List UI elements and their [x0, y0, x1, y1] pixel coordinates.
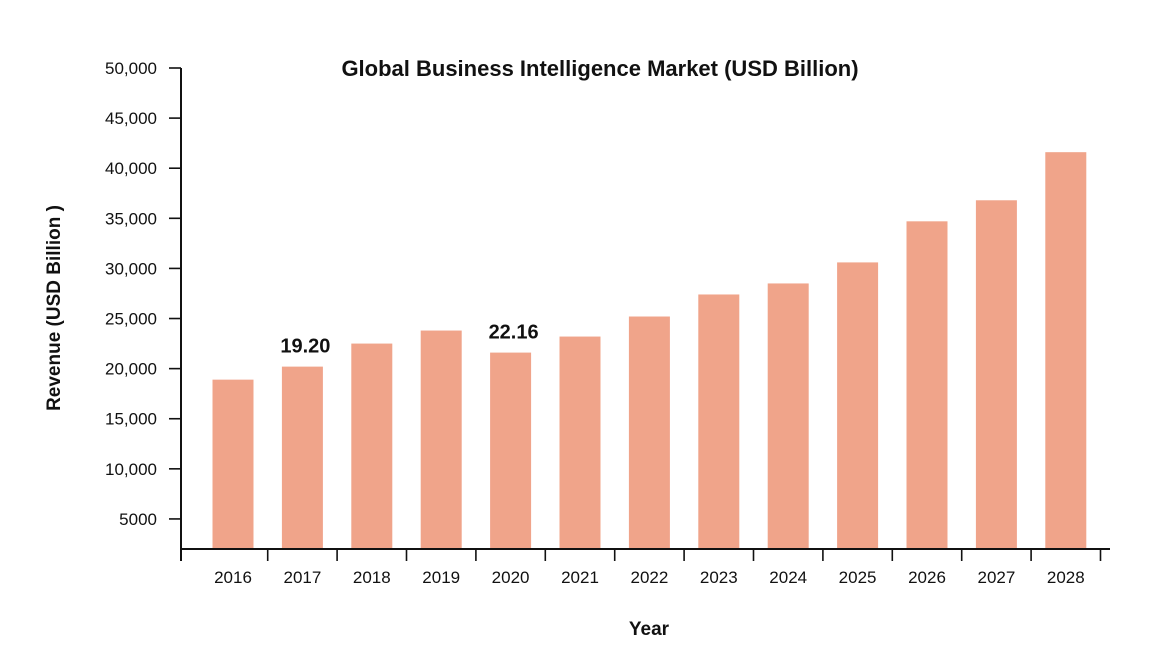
- y-tick-label-45000: 45,000: [105, 109, 157, 128]
- bar-2026: [906, 221, 948, 549]
- x-tick-label-2025: 2025: [839, 568, 877, 587]
- chart-title: Global Business Intelligence Market (USD…: [341, 56, 858, 81]
- x-tick-label-2024: 2024: [769, 568, 807, 587]
- y-tick-label-20000: 20,000: [105, 360, 157, 379]
- x-tick-label-2021: 2021: [561, 568, 599, 587]
- x-axis: 2016 2017 2018 2019 2020 2021 2022 2023 2024 2025…: [180, 548, 1110, 587]
- y-tick-label-10000: 10,000: [105, 460, 157, 479]
- y-tick-label-25000: 25,000: [105, 310, 157, 329]
- bar-2017: [281, 366, 323, 549]
- y-axis-label: Revenue (USD Billion ): [44, 205, 65, 411]
- x-tick-label-2026: 2026: [908, 568, 946, 587]
- bar-2023: [698, 294, 740, 549]
- bar-2021: [559, 336, 601, 549]
- y-tick-label-50000: 50,000: [105, 59, 157, 78]
- x-tick-label-2023: 2023: [700, 568, 738, 587]
- y-axis: 5000 10,000 15,000 20,000 25,000 30,000 35,000…: [105, 59, 182, 561]
- bar-2019: [420, 330, 462, 549]
- x-tick-label-2022: 2022: [630, 568, 668, 587]
- x-tick-label-2017: 2017: [283, 568, 321, 587]
- data-label-2020: 22.16: [489, 322, 539, 344]
- bar-2025: [837, 262, 879, 549]
- x-tick-label-2016: 2016: [214, 568, 252, 587]
- y-tick-label-30000: 30,000: [105, 259, 157, 278]
- bar-2027: [975, 200, 1017, 549]
- y-tick-label-40000: 40,000: [105, 159, 157, 178]
- y-tick-label-15000: 15,000: [105, 410, 157, 429]
- bar-2020: [490, 352, 532, 549]
- bar-2028: [1045, 152, 1087, 550]
- bar-2018: [351, 343, 393, 549]
- x-tick-label-2019: 2019: [422, 568, 460, 587]
- bars-group: [212, 152, 1087, 550]
- x-tick-label-2018: 2018: [353, 568, 391, 587]
- bar-2022: [628, 316, 670, 549]
- x-tick-label-2028: 2028: [1047, 568, 1085, 587]
- data-labels-group: 19.20 22.16: [280, 322, 538, 358]
- y-tick-label-35000: 35,000: [105, 209, 157, 228]
- bar-2016: [212, 379, 254, 549]
- bar-2024: [767, 283, 809, 549]
- data-label-2017: 19.20: [280, 336, 330, 358]
- x-axis-label: Year: [629, 619, 670, 640]
- x-tick-label-2027: 2027: [977, 568, 1015, 587]
- x-tick-label-2020: 2020: [492, 568, 530, 587]
- y-tick-label-5000: 5000: [119, 510, 157, 529]
